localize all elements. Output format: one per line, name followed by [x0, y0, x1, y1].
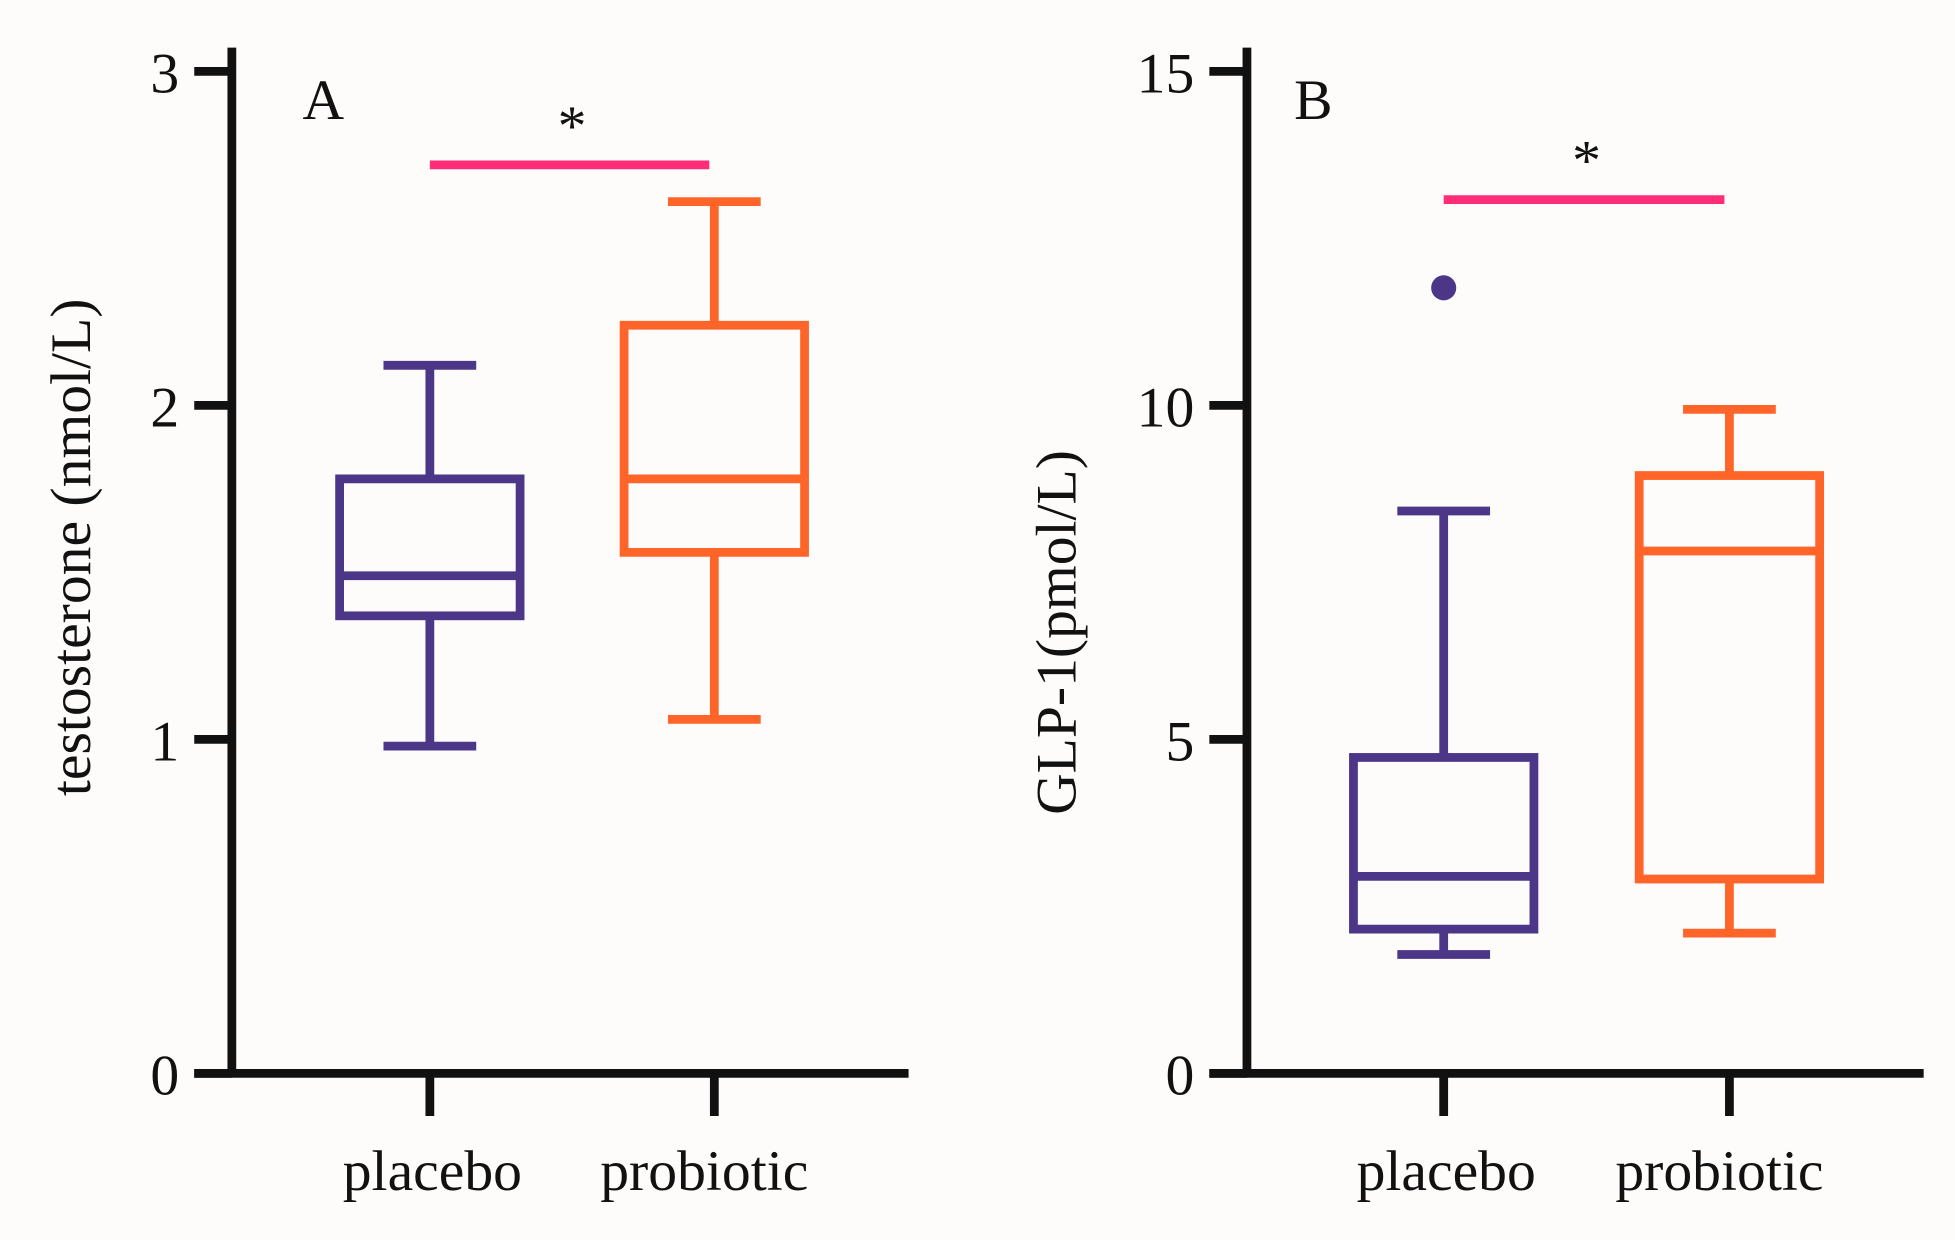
panel-B: 0 5 10 15 placebo probiotic GLP-1(pmol/L) B *	[1025, 43, 1924, 1203]
y-axis-label: GLP-1(pmol/L)	[1025, 450, 1088, 815]
box-probiotic	[1634, 405, 1825, 938]
iqr-box	[1349, 753, 1539, 934]
y-tick-label: 5	[1165, 711, 1194, 774]
iqr-box	[619, 320, 809, 557]
box-placebo	[1349, 275, 1539, 959]
y-tick-label: 3	[150, 43, 179, 106]
x-tick-label-probiotic: probiotic	[600, 1140, 808, 1203]
x-tick-label-placebo: placebo	[343, 1140, 522, 1203]
panel-label: B	[1294, 69, 1332, 132]
panel-label: A	[303, 69, 345, 132]
significance-asterisk: *	[1572, 130, 1601, 193]
x-tick-label-probiotic: probiotic	[1615, 1140, 1823, 1203]
panel-A: 0 1 2 3 placebo probiotic testosterone (nmol/L…	[40, 43, 909, 1203]
box-probiotic	[619, 197, 809, 724]
y-tick-label: 0	[1165, 1045, 1194, 1108]
iqr-box	[1634, 471, 1825, 884]
outlier-point	[1431, 275, 1457, 301]
y-tick-label: 2	[150, 377, 179, 440]
y-tick-label: 0	[150, 1045, 179, 1108]
box-placebo	[335, 360, 525, 751]
x-tick-label-placebo: placebo	[1357, 1140, 1536, 1203]
significance-asterisk: *	[558, 95, 587, 158]
iqr-box	[335, 474, 525, 621]
y-axis-label: testosterone (nmol/L)	[40, 299, 103, 797]
y-tick-label: 1	[150, 711, 179, 774]
y-tick-label: 15	[1137, 43, 1195, 106]
y-tick-label: 10	[1137, 377, 1195, 440]
